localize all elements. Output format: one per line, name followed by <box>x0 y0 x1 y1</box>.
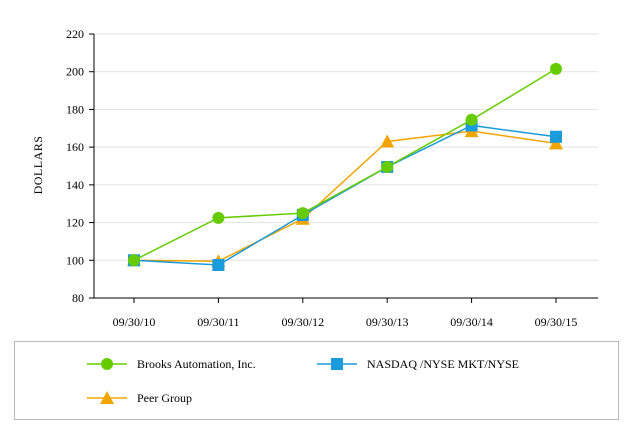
x-tick-label: 09/30/11 <box>197 315 239 329</box>
data-point <box>549 136 563 150</box>
y-tick-label: 200 <box>66 65 84 79</box>
series-line <box>133 68 557 261</box>
y-tick-label: 160 <box>66 140 84 154</box>
series-circle <box>128 62 562 267</box>
legend-swatch-brooks <box>87 358 127 370</box>
series-triangle <box>127 124 563 268</box>
data-point <box>212 259 225 271</box>
y-tick-label: 140 <box>66 178 84 192</box>
x-axis-ticks: 09/30/10 09/30/11 09/30/12 09/30/13 09/30/14… <box>113 298 578 329</box>
legend-item-peer: Peer Group <box>85 388 192 408</box>
data-point <box>381 160 394 173</box>
legend-swatch-nasdaq <box>317 358 357 370</box>
legend-label-peer: Peer Group <box>137 390 192 405</box>
legend: Brooks Automation, Inc. NASDAQ /NYSE MKT… <box>14 341 619 420</box>
y-axis-ticks: 80 100 120 140 160 180 200 220 <box>66 27 94 305</box>
legend-item-nasdaq: NASDAQ /NYSE MKT/NYSE <box>315 354 519 374</box>
x-tick-label: 09/30/14 <box>450 315 493 329</box>
y-tick-label: 180 <box>66 102 84 116</box>
legend-label-brooks: Brooks Automation, Inc. <box>137 356 256 371</box>
y-tick-label: 100 <box>66 253 84 267</box>
series-line <box>133 130 557 262</box>
series-line <box>133 124 557 266</box>
legend-label-nasdaq: NASDAQ /NYSE MKT/NYSE <box>367 356 520 371</box>
y-tick-label: 80 <box>72 291 84 305</box>
legend-item-brooks: Brooks Automation, Inc. <box>85 354 256 374</box>
axes <box>93 34 598 299</box>
line-chart: 80 100 120 140 160 180 200 220 09/30/10 09/30/11… <box>31 27 598 329</box>
x-tick-label: 09/30/13 <box>366 315 409 329</box>
series-square <box>128 119 562 271</box>
series-layer <box>127 62 563 271</box>
data-point <box>380 134 395 148</box>
x-tick-label: 09/30/10 <box>113 315 156 329</box>
data-point <box>128 254 140 267</box>
gridlines <box>94 33 598 261</box>
data-point <box>550 130 562 143</box>
y-tick-label: 220 <box>66 27 84 41</box>
y-tick-label: 120 <box>66 216 84 230</box>
data-point <box>296 207 309 220</box>
y-axis-label: DOLLARS <box>31 136 45 195</box>
x-tick-label: 09/30/12 <box>281 315 324 329</box>
x-tick-label: 09/30/15 <box>535 315 578 329</box>
data-point <box>212 211 225 224</box>
data-point <box>550 62 562 75</box>
data-point <box>465 113 478 126</box>
legend-swatch-peer <box>87 391 127 404</box>
